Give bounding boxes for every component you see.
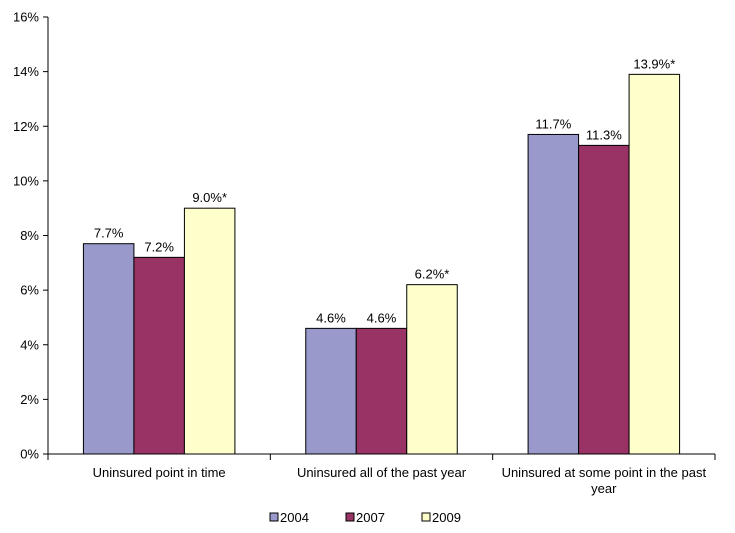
y-tick-label: 14% bbox=[13, 64, 39, 79]
y-tick-label: 10% bbox=[13, 173, 39, 188]
legend-label: 2007 bbox=[356, 510, 385, 525]
y-tick-label: 0% bbox=[20, 447, 39, 462]
bar-2009 bbox=[628, 73, 681, 455]
bar-2009 bbox=[406, 284, 458, 455]
bar-2007 bbox=[578, 144, 630, 455]
x-category-label: Uninsured at some point in the past bbox=[502, 465, 707, 480]
legend: 2004 2007 2009 bbox=[269, 510, 461, 525]
bar-2004 bbox=[82, 243, 135, 455]
data-label: 6.2%* bbox=[415, 267, 450, 282]
bar-2007 bbox=[355, 327, 408, 455]
y-tick-label: 6% bbox=[20, 283, 39, 298]
data-label: 7.2% bbox=[144, 239, 174, 254]
legend-swatch-2007 bbox=[345, 512, 355, 522]
legend-label: 2004 bbox=[280, 510, 309, 525]
data-label: 11.3% bbox=[586, 127, 622, 142]
y-tick-label: 8% bbox=[20, 228, 39, 243]
legend-label: 2009 bbox=[432, 510, 461, 525]
data-label: 4.6% bbox=[367, 310, 397, 325]
y-tick-label: 2% bbox=[20, 392, 39, 407]
data-label: 13.9%* bbox=[633, 56, 675, 71]
data-labels: 7.7% 7.2% 9.0%* 4.6% 4.6% 6.2%* 11.7% 11.3% 13.9… bbox=[94, 56, 675, 325]
legend-swatch-2004 bbox=[269, 512, 279, 522]
y-tick-label: 16% bbox=[13, 10, 39, 25]
legend-swatch-2009 bbox=[421, 512, 431, 522]
bar-2009 bbox=[183, 207, 236, 455]
bar-2004 bbox=[305, 327, 357, 455]
bar-2004 bbox=[527, 133, 580, 455]
data-label: 9.0%* bbox=[192, 190, 227, 205]
x-category-label: Uninsured point in time bbox=[93, 465, 226, 480]
bar-2007 bbox=[133, 256, 185, 455]
y-axis: 0% 2% 4% 6% 8% 10% 12% 14% 16% bbox=[13, 10, 49, 462]
x-category-label: year bbox=[591, 481, 617, 496]
y-tick-label: 12% bbox=[13, 119, 39, 134]
data-label: 7.7% bbox=[94, 226, 124, 241]
x-axis: Uninsured point in time Uninsured all of … bbox=[47, 453, 716, 496]
data-label: 4.6% bbox=[316, 310, 346, 325]
data-label: 11.7% bbox=[535, 116, 571, 131]
y-tick-label: 4% bbox=[20, 337, 39, 352]
x-category-label: Uninsured all of the past year bbox=[297, 465, 467, 480]
